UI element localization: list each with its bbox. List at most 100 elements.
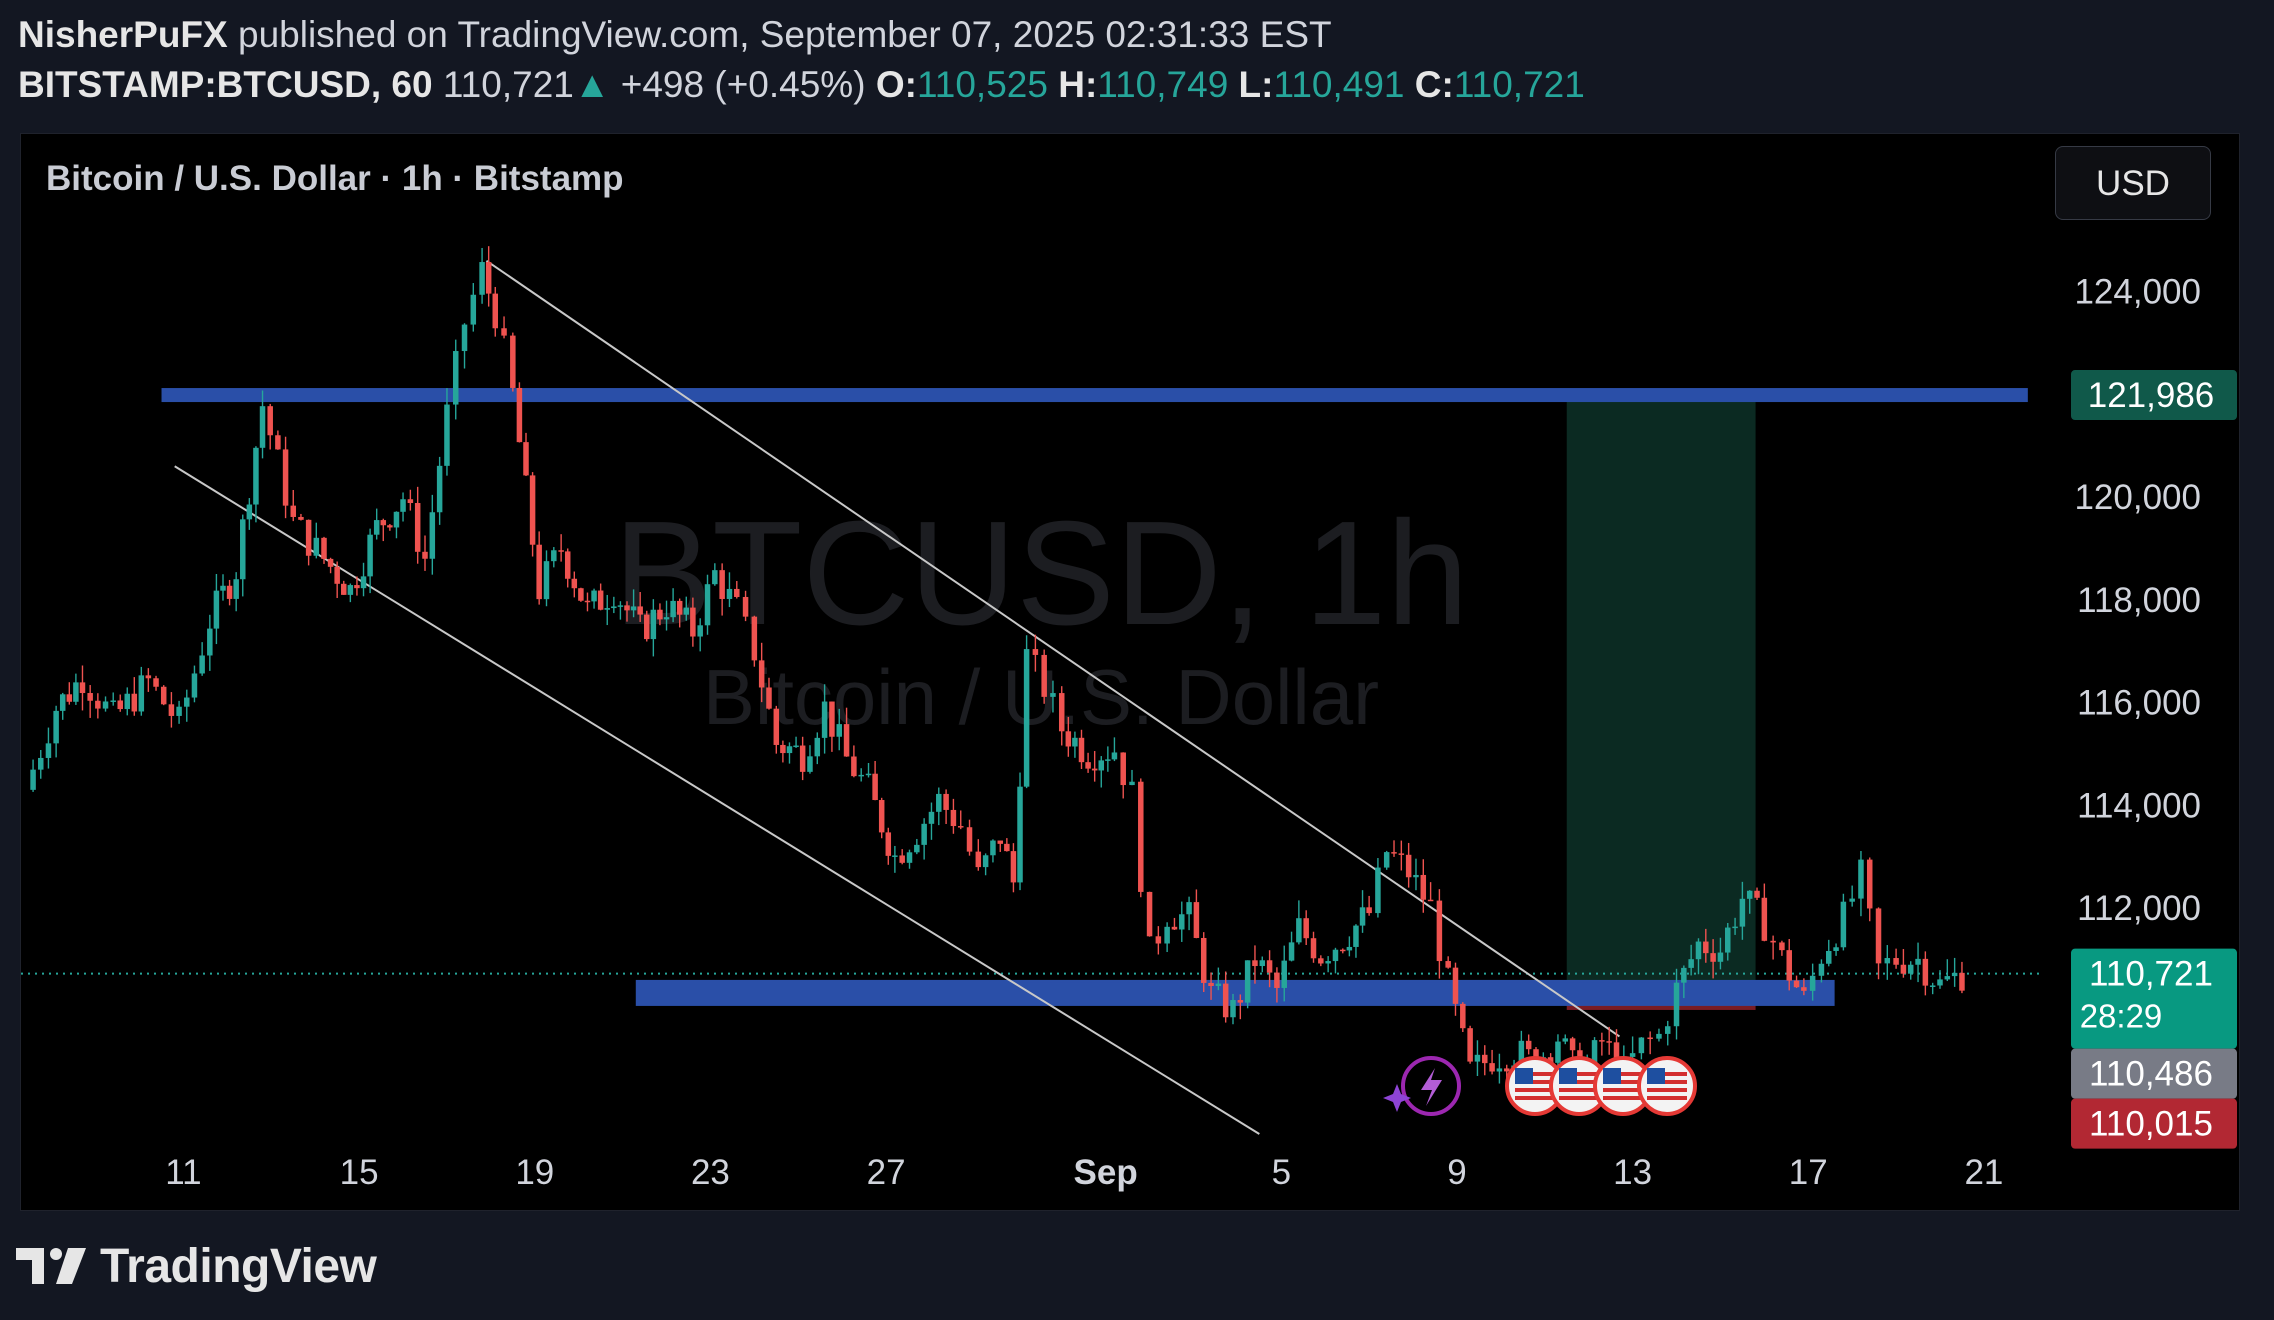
candle-body (1638, 1037, 1645, 1054)
symbol-label: BITSTAMP:BTCUSD, 60 (18, 64, 433, 105)
x-tick-label: 11 (165, 1153, 201, 1192)
candle-body (663, 617, 670, 620)
candle-body (1489, 1063, 1495, 1072)
flag-stripe (1515, 1096, 1555, 1100)
candle-body (676, 600, 683, 615)
flag-stripe (1603, 1080, 1643, 1084)
candle-body (604, 608, 610, 610)
candle-body (1200, 937, 1207, 983)
x-tick-label: 5 (1272, 1153, 1291, 1192)
candle-body (1779, 942, 1785, 951)
candle-body (207, 628, 213, 656)
candle-body (95, 700, 101, 709)
candle-body (793, 745, 799, 748)
flag-canton (1603, 1068, 1621, 1084)
candle-body (943, 793, 949, 810)
candle-body (1673, 982, 1680, 1027)
flag-stripe (1603, 1072, 1643, 1076)
currency-button[interactable]: USD (2055, 146, 2211, 220)
stop-price-tag: 110,015 (2089, 1105, 2213, 1144)
candle-body (1325, 961, 1331, 964)
candle-body (1547, 1057, 1554, 1063)
candle-body (1259, 960, 1266, 967)
candle-body (843, 724, 850, 757)
candle-body (1058, 693, 1065, 732)
author-name[interactable]: NisherPuFX (18, 14, 228, 55)
candle-body (630, 606, 637, 611)
x-tick-label: 17 (1789, 1153, 1828, 1192)
candle-body (1193, 902, 1200, 938)
candle-body (160, 686, 167, 705)
candle-body (153, 678, 159, 687)
flag-stripe (1603, 1096, 1643, 1100)
candle-body (184, 697, 190, 707)
candle-body (558, 550, 564, 552)
candle-body (461, 324, 468, 352)
candle-body (584, 600, 591, 603)
flag-canton (1515, 1068, 1533, 1084)
candle-body (1944, 976, 1951, 980)
candle-body (492, 293, 499, 329)
candle-body (591, 590, 597, 602)
candle-body (1072, 737, 1078, 747)
watermark-name: Bitcoin / U.S. Dollar (703, 653, 1379, 741)
candle-body (1754, 890, 1760, 898)
candle-body (452, 351, 459, 405)
candle-body (885, 832, 892, 856)
candle-body (102, 701, 109, 709)
candle-body (253, 447, 259, 505)
candle-body (966, 827, 973, 852)
candle-body (624, 605, 630, 611)
candle-body (807, 756, 813, 772)
candle-body (1413, 874, 1419, 878)
candle-body (766, 687, 772, 709)
price-change: +498 (+0.45%) (620, 64, 866, 105)
candle-body (327, 558, 334, 567)
watermark-symbol: BTCUSD, 1h (613, 491, 1468, 656)
candle-body (298, 516, 304, 520)
candle-body (704, 584, 711, 626)
candle-body (1340, 949, 1346, 952)
us-flag-event-icon[interactable] (1637, 1056, 1697, 1116)
y-tick-label: 120,000 (2074, 478, 2201, 517)
candle-body (1647, 1037, 1653, 1040)
candle-body (928, 811, 935, 824)
flag-stripe (1603, 1088, 1643, 1092)
x-tick-label: 21 (1964, 1153, 2003, 1192)
candle-body (1833, 947, 1839, 951)
candle-body (899, 855, 905, 863)
candle-body (975, 851, 982, 868)
candle-body (1875, 908, 1882, 964)
flag-stripe (1647, 1080, 1687, 1084)
candle-body (1222, 983, 1229, 1018)
candle-body (611, 606, 617, 609)
candle-body (865, 773, 872, 776)
x-tick-label: 15 (340, 1153, 379, 1192)
candle-body (1959, 972, 1965, 991)
candle-body (712, 570, 718, 585)
flag-stripe (1515, 1080, 1555, 1084)
candle-body (199, 655, 205, 674)
candle-body (1405, 854, 1412, 878)
candle-body (982, 855, 989, 868)
flag-stripe (1559, 1072, 1599, 1076)
candle-body (1809, 975, 1816, 991)
chart-area[interactable]: BTCUSD, 1h Bitcoin / U.S. Dollar 124,000 12… (20, 133, 2240, 1211)
candle-body (79, 682, 86, 694)
flag-stripe (1515, 1072, 1555, 1076)
brand-name[interactable]: TradingView (100, 1239, 377, 1293)
candle-body (1849, 898, 1855, 902)
candle-body (226, 585, 233, 599)
candle-body (1171, 926, 1178, 930)
current-price-tag-countdown: 28:29 (2080, 998, 2163, 1035)
candle-body (45, 743, 52, 758)
candle-body (191, 673, 198, 698)
candle-body (751, 616, 758, 661)
x-tick-label: 23 (691, 1153, 730, 1192)
candle-body (1050, 693, 1056, 697)
candle-body (1503, 1068, 1510, 1072)
candle-body (38, 757, 44, 770)
candle-body (1120, 752, 1126, 786)
candle-body (1555, 1041, 1561, 1063)
